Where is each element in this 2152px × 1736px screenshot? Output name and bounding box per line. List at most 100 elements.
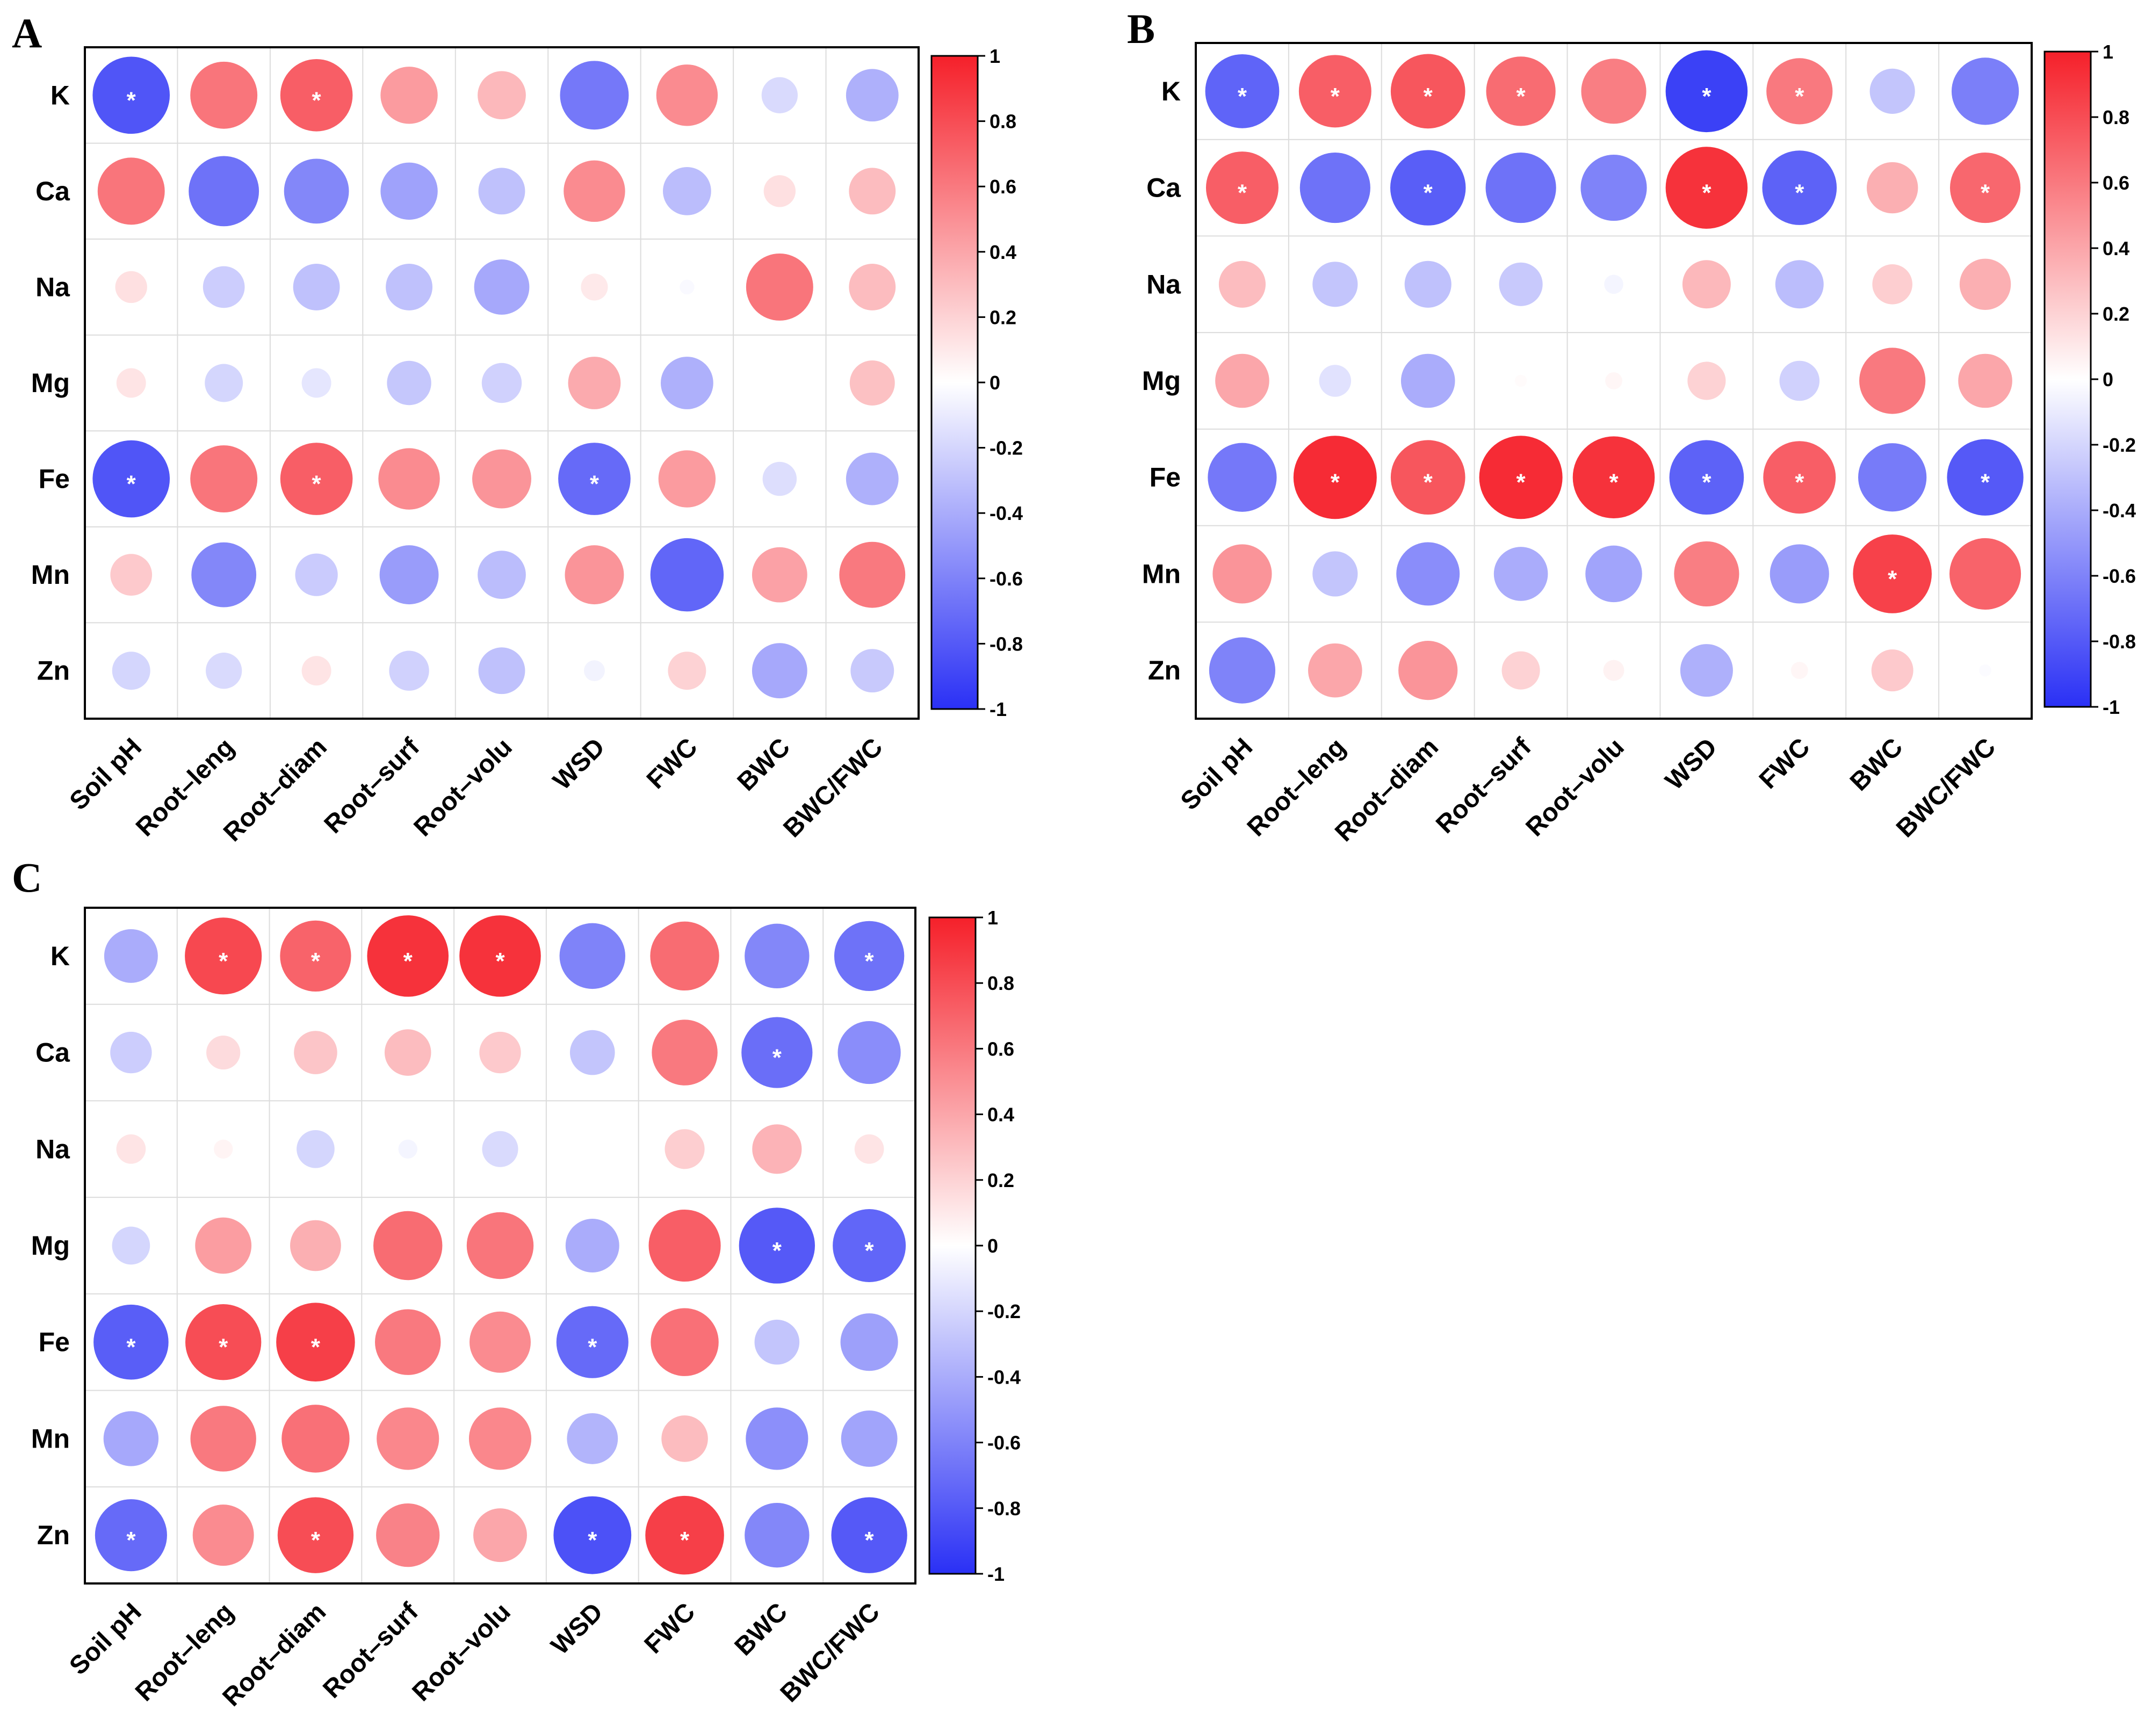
significance-marker: * (1981, 180, 1990, 206)
correlation-circle (834, 921, 905, 992)
correlation-circle (1572, 436, 1655, 518)
correlation-circle (746, 1407, 808, 1470)
correlation-circle (104, 929, 158, 983)
row-label-na: Na (1146, 269, 1181, 299)
colorbar-tick-label: 1 (987, 907, 998, 929)
correlation-circle (652, 1019, 718, 1086)
correlation-circle (1299, 152, 1370, 223)
significance-marker: * (219, 1334, 228, 1361)
correlation-circle (569, 1030, 615, 1075)
column-label-fwc: FWC (1754, 733, 1816, 794)
significance-marker: * (865, 1238, 875, 1264)
row-label-fe: Fe (39, 464, 70, 494)
correlation-circle (190, 445, 258, 513)
correlation-circle (466, 1212, 534, 1279)
correlation-circle (1312, 262, 1358, 307)
significance-marker: * (590, 471, 600, 497)
correlation-circle (1212, 544, 1272, 604)
row-label-mn: Mn (31, 560, 70, 590)
correlation-circle (379, 545, 439, 605)
significance-marker: * (127, 87, 136, 113)
colorbar-tick-label: -1 (2103, 696, 2120, 718)
correlation-circle (378, 448, 440, 510)
column-label-bwc: BWC (730, 1597, 793, 1661)
column-label-bwc-fwc: BWC/FWC (775, 1597, 885, 1708)
column-label-soil-ph: Soil pH (1175, 733, 1258, 815)
panel-letter-b: B (1127, 5, 1155, 52)
correlation-circle (1298, 55, 1371, 128)
significance-marker: * (1516, 83, 1526, 110)
correlation-circle (1390, 54, 1465, 129)
correlation-circle (387, 360, 431, 406)
correlation-circle (116, 1134, 146, 1164)
correlation-circle (301, 656, 331, 686)
colorbar-tick-label: 0.6 (990, 176, 1016, 198)
correlation-circle (1604, 274, 1623, 294)
colorbar-tick-label: 0.4 (2103, 237, 2129, 259)
correlation-circle (1205, 54, 1280, 128)
significance-marker: * (1516, 469, 1526, 496)
significance-marker: * (126, 1334, 136, 1361)
correlation-circle (473, 1508, 527, 1563)
correlation-circle (1872, 264, 1912, 305)
column-label-soil-ph: Soil pH (64, 733, 147, 815)
colorbar-tick-label: -0.4 (987, 1366, 1021, 1388)
correlation-circle (746, 253, 813, 321)
row-label-zn: Zn (37, 1520, 70, 1550)
correlation-circle (553, 1496, 632, 1574)
correlation-circle (1949, 538, 2021, 610)
colorbar-tick-label: 0.6 (2103, 172, 2129, 194)
row-label-mg: Mg (1142, 366, 1181, 396)
correlation-circle (1949, 152, 2021, 223)
correlation-circle (645, 1495, 724, 1575)
correlation-circle (92, 440, 170, 518)
correlation-circle (1674, 541, 1739, 606)
correlation-circle (1947, 439, 2024, 516)
correlation-circle (1396, 542, 1460, 606)
significance-marker: * (865, 1527, 875, 1553)
correlation-circle (839, 541, 906, 608)
colorbar-tick-label: 0 (990, 372, 1000, 394)
correlation-circle (1762, 150, 1837, 225)
correlation-circle (658, 450, 716, 508)
correlation-circle (190, 61, 258, 129)
row-label-ca: Ca (35, 176, 70, 206)
significance-marker: * (772, 1045, 782, 1071)
correlation-circle (752, 1124, 802, 1174)
correlation-circle (556, 1306, 629, 1378)
correlation-circle (213, 1139, 233, 1159)
correlation-circle (470, 1311, 531, 1373)
correlation-circle (1400, 353, 1455, 408)
row-label-na: Na (35, 1134, 70, 1164)
correlation-circle (1669, 440, 1744, 515)
correlation-circle (739, 1207, 815, 1284)
significance-marker: * (495, 948, 505, 974)
significance-marker: * (1702, 469, 1712, 496)
correlation-circle (1680, 644, 1733, 697)
correlation-circle (656, 64, 718, 126)
row-label-mn: Mn (31, 1423, 70, 1453)
correlation-circle (854, 1134, 884, 1164)
correlation-circle (581, 273, 608, 301)
correlation-circle (752, 643, 807, 699)
correlation-circle (846, 452, 899, 505)
column-label-root-volu: Root–volu (408, 733, 517, 842)
colorbar-tick-label: 0.2 (987, 1169, 1014, 1191)
correlation-circle (478, 551, 526, 599)
correlation-circle (1958, 353, 2012, 408)
colorbar-tick-label: 1 (990, 45, 1000, 67)
row-label-zn: Zn (1148, 655, 1181, 685)
correlation-circle (568, 357, 621, 409)
correlation-circle (376, 1503, 440, 1567)
correlation-circle (110, 1031, 152, 1074)
correlation-circle (1603, 660, 1624, 681)
significance-marker: * (312, 471, 322, 497)
colorbar-tick-label: 0 (2103, 368, 2113, 390)
column-label-root-volu: Root–volu (407, 1597, 516, 1706)
correlation-circle (478, 71, 526, 120)
correlation-circle (284, 158, 349, 224)
correlation-circle (1853, 534, 1932, 613)
correlation-circle (763, 175, 796, 207)
correlation-circle (745, 1502, 810, 1568)
